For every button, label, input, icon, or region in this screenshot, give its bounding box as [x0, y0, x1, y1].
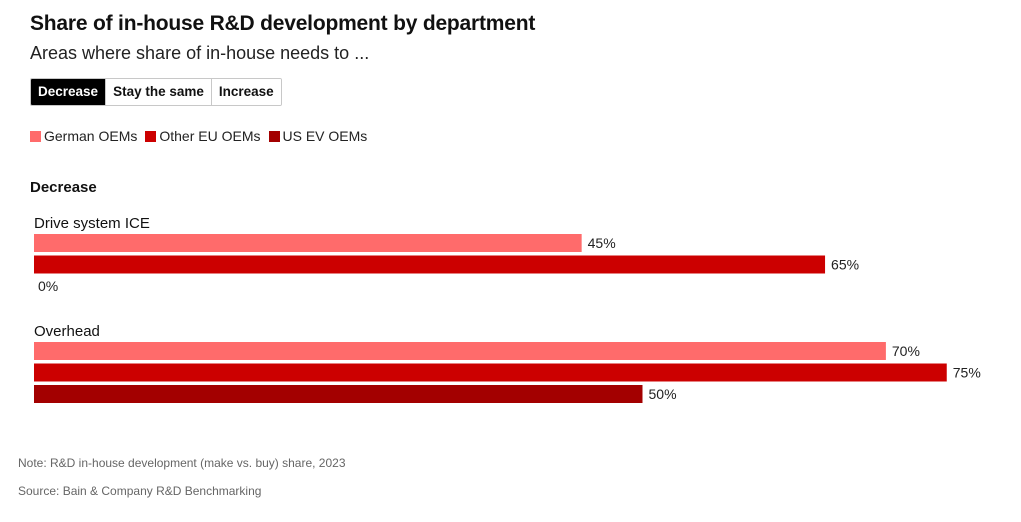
- legend-label: US EV OEMs: [282, 128, 368, 144]
- legend-swatch: [268, 130, 280, 142]
- data-label: 0%: [38, 278, 58, 294]
- legend-swatch: [145, 130, 157, 142]
- bar: [34, 363, 947, 382]
- legend-label: German OEMs: [44, 128, 138, 144]
- legend-swatch: [30, 130, 41, 142]
- bar: [34, 234, 582, 252]
- data-label: 50%: [649, 386, 677, 402]
- bar: [34, 255, 826, 274]
- legend-item-us-ev-oems: US EV OEMs: [268, 128, 368, 144]
- data-label: 65%: [831, 257, 859, 273]
- chart-title: Share of in-house R&D development by dep…: [30, 12, 536, 35]
- legend-item-german-oems: German OEMs: [30, 128, 137, 144]
- tab-decrease[interactable]: Decrease: [31, 79, 107, 105]
- data-label: 75%: [953, 365, 981, 381]
- chart-legend: German OEMs Other EU OEMs US EV OEMs: [30, 128, 367, 144]
- bar: [34, 385, 643, 403]
- tab-increase[interactable]: Increase: [211, 79, 281, 105]
- chart-note: Note: R&D in-house development (make vs.…: [18, 456, 346, 470]
- data-label: 70%: [892, 343, 920, 359]
- chart-subtitle: Areas where share of in-house needs to .…: [30, 43, 370, 63]
- legend-item-other-eu-oems: Other EU OEMs: [145, 128, 261, 144]
- chart-source: Source: Bain & Company R&D Benchmarking: [18, 484, 262, 498]
- tab-stay-the-same[interactable]: Stay the same: [106, 79, 212, 105]
- category-label: Drive system ICE: [34, 215, 150, 232]
- section-title: Decrease: [30, 179, 97, 196]
- category-label: Overhead: [34, 323, 100, 340]
- data-label: 45%: [588, 235, 616, 251]
- bar: [34, 342, 886, 360]
- filter-tabs: Decrease Stay the same Increase: [30, 78, 282, 106]
- bar-chart: Drive system ICE 45% 65% 0% Overhead 70% 75% 50…: [34, 215, 981, 403]
- legend-label: Other EU OEMs: [159, 128, 261, 144]
